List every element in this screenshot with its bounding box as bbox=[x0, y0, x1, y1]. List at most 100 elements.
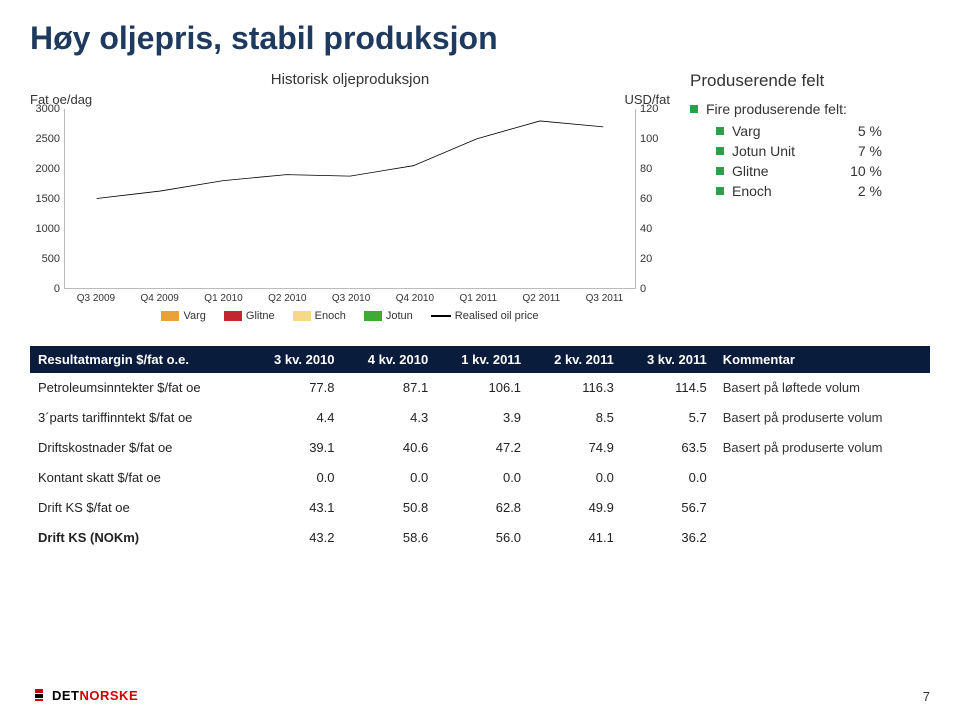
felt-item: Varg5 % bbox=[716, 123, 930, 139]
y-left-tick: 3000 bbox=[36, 103, 60, 115]
row-value: 0.0 bbox=[622, 463, 715, 493]
row-value: 114.5 bbox=[622, 373, 715, 403]
y-left-tick: 2500 bbox=[36, 133, 60, 145]
side-intro-row: Fire produserende felt: bbox=[690, 101, 930, 117]
chart-area: 050010001500200025003000 020406080100120 bbox=[30, 109, 670, 289]
table-header-cell: 1 kv. 2011 bbox=[436, 346, 529, 373]
y-left-tick: 1000 bbox=[36, 223, 60, 235]
row-value: 4.4 bbox=[249, 403, 343, 433]
felt-pct: 10 % bbox=[832, 163, 882, 179]
bullet-icon bbox=[716, 167, 724, 175]
x-tick: Q4 2009 bbox=[141, 293, 179, 304]
page-number: 7 bbox=[923, 689, 930, 704]
y-left-tick: 500 bbox=[42, 253, 60, 265]
y-axis-left: 050010001500200025003000 bbox=[30, 109, 64, 289]
bullet-icon bbox=[716, 187, 724, 195]
felt-name: Enoch bbox=[732, 183, 832, 199]
row-comment bbox=[715, 523, 930, 553]
legend-glitne-label: Glitne bbox=[246, 310, 275, 322]
felt-name: Varg bbox=[732, 123, 832, 139]
y-axis-right: 020406080100120 bbox=[636, 109, 670, 289]
y-right-tick: 40 bbox=[640, 223, 652, 235]
table-row: Drift KS (NOKm)43.258.656.041.136.2 bbox=[30, 523, 930, 553]
y-right-tick: 120 bbox=[640, 103, 658, 115]
row-comment bbox=[715, 493, 930, 523]
row-value: 116.3 bbox=[529, 373, 622, 403]
row-value: 40.6 bbox=[343, 433, 437, 463]
felt-name: Jotun Unit bbox=[732, 143, 832, 159]
x-tick: Q3 2010 bbox=[332, 293, 370, 304]
x-tick: Q3 2011 bbox=[586, 293, 624, 304]
swatch-price-line bbox=[431, 315, 451, 317]
table-row: Driftskostnader $/fat oe39.140.647.274.9… bbox=[30, 433, 930, 463]
y-right-tick: 0 bbox=[640, 283, 646, 295]
felt-item: Glitne10 % bbox=[716, 163, 930, 179]
row-comment bbox=[715, 463, 930, 493]
result-table: Resultatmargin $/fat o.e.3 kv. 20104 kv.… bbox=[30, 346, 930, 553]
row-comment: Basert på løftede volum bbox=[715, 373, 930, 403]
top-row: Historisk oljeproduksjon Fat oe/dag USD/… bbox=[30, 71, 930, 322]
row-value: 0.0 bbox=[343, 463, 437, 493]
row-value: 0.0 bbox=[249, 463, 343, 493]
legend-varg: Varg bbox=[161, 310, 205, 322]
swatch-enoch bbox=[293, 311, 311, 321]
logo-part1: DET bbox=[52, 688, 80, 703]
side-intro: Fire produserende felt: bbox=[706, 101, 847, 117]
bullet-icon bbox=[690, 105, 698, 113]
x-axis: Q3 2009Q4 2009Q1 2010Q2 2010Q3 2010Q4 20… bbox=[64, 293, 636, 304]
side-block: Produserende felt Fire produserende felt… bbox=[690, 71, 930, 322]
table-header-cell: 2 kv. 2011 bbox=[529, 346, 622, 373]
row-value: 0.0 bbox=[436, 463, 529, 493]
legend-jotun: Jotun bbox=[364, 310, 413, 322]
logo: DETNORSKE bbox=[30, 686, 138, 704]
row-value: 87.1 bbox=[343, 373, 437, 403]
row-value: 36.2 bbox=[622, 523, 715, 553]
legend-price-label: Realised oil price bbox=[455, 310, 539, 322]
row-value: 5.7 bbox=[622, 403, 715, 433]
row-value: 74.9 bbox=[529, 433, 622, 463]
legend-varg-label: Varg bbox=[183, 310, 205, 322]
legend-price: Realised oil price bbox=[431, 310, 539, 322]
logo-icon bbox=[30, 686, 48, 704]
table-body: Petroleumsinntekter $/fat oe77.887.1106.… bbox=[30, 373, 930, 553]
row-label: Petroleumsinntekter $/fat oe bbox=[30, 373, 249, 403]
chart-legend: Varg Glitne Enoch Jotun Realised oil pri… bbox=[30, 310, 670, 322]
chart-block: Historisk oljeproduksjon Fat oe/dag USD/… bbox=[30, 71, 670, 322]
chart-subtitle: Historisk oljeproduksjon bbox=[30, 71, 670, 88]
row-value: 39.1 bbox=[249, 433, 343, 463]
row-value: 4.3 bbox=[343, 403, 437, 433]
row-value: 77.8 bbox=[249, 373, 343, 403]
row-value: 8.5 bbox=[529, 403, 622, 433]
row-value: 63.5 bbox=[622, 433, 715, 463]
row-value: 50.8 bbox=[343, 493, 437, 523]
x-tick: Q1 2010 bbox=[204, 293, 242, 304]
plot-area bbox=[64, 109, 636, 289]
axis-labels: Fat oe/dag USD/fat bbox=[30, 92, 670, 107]
y-left-tick: 0 bbox=[54, 283, 60, 295]
x-tick: Q4 2010 bbox=[396, 293, 434, 304]
table-header-cell: 4 kv. 2010 bbox=[343, 346, 437, 373]
page-title: Høy oljepris, stabil produksjon bbox=[30, 20, 930, 57]
legend-enoch: Enoch bbox=[293, 310, 346, 322]
felt-list: Varg5 %Jotun Unit7 %Glitne10 %Enoch2 % bbox=[690, 123, 930, 199]
table-row: Drift KS $/fat oe43.150.862.849.956.7 bbox=[30, 493, 930, 523]
row-value: 41.1 bbox=[529, 523, 622, 553]
x-tick: Q3 2009 bbox=[77, 293, 115, 304]
swatch-varg bbox=[161, 311, 179, 321]
row-value: 56.0 bbox=[436, 523, 529, 553]
x-tick: Q1 2011 bbox=[459, 293, 497, 304]
y-right-tick: 80 bbox=[640, 163, 652, 175]
row-value: 106.1 bbox=[436, 373, 529, 403]
row-value: 3.9 bbox=[436, 403, 529, 433]
row-comment: Basert på produserte volum bbox=[715, 403, 930, 433]
y-right-tick: 60 bbox=[640, 193, 652, 205]
row-label: 3´parts tariffinntekt $/fat oe bbox=[30, 403, 249, 433]
swatch-glitne bbox=[224, 311, 242, 321]
table-header-cell: Resultatmargin $/fat o.e. bbox=[30, 346, 249, 373]
legend-enoch-label: Enoch bbox=[315, 310, 346, 322]
y-right-tick: 100 bbox=[640, 133, 658, 145]
y-left-tick: 1500 bbox=[36, 193, 60, 205]
bullet-icon bbox=[716, 127, 724, 135]
row-value: 62.8 bbox=[436, 493, 529, 523]
row-value: 0.0 bbox=[529, 463, 622, 493]
